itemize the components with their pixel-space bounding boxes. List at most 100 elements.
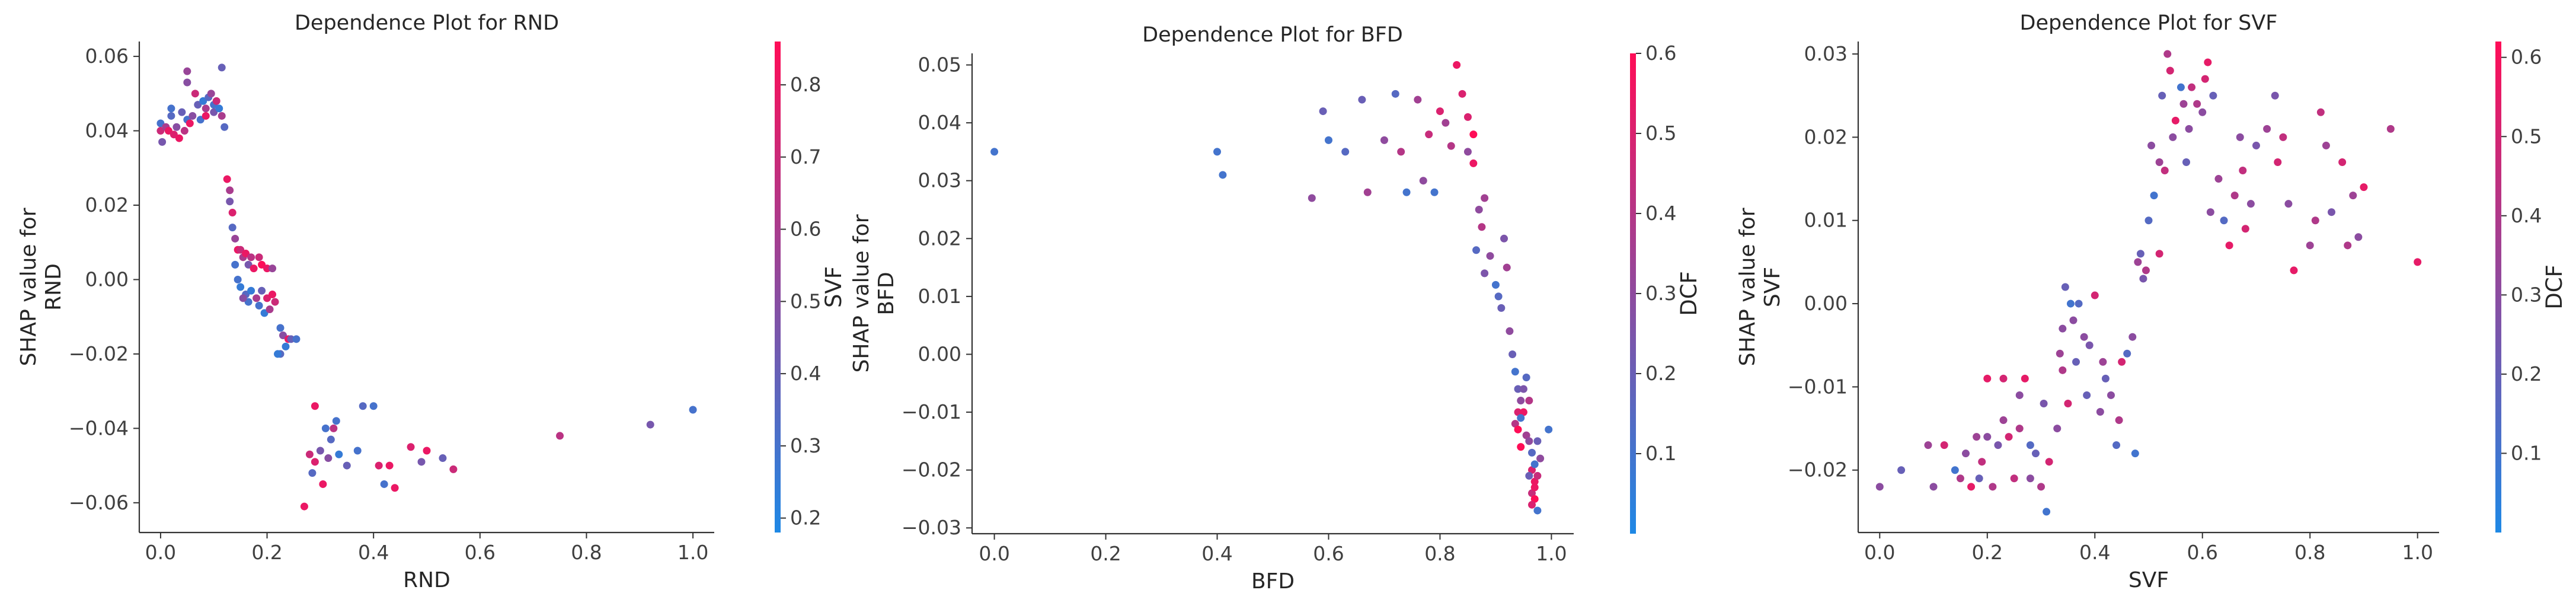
data-point	[2354, 233, 2363, 241]
data-point	[319, 480, 327, 488]
data-point	[1528, 448, 1536, 457]
data-point	[158, 138, 167, 146]
colorbar-tick-label: 0.2	[1645, 362, 1676, 385]
data-point	[2171, 116, 2179, 125]
data-point	[1533, 471, 1542, 480]
data-point	[1522, 374, 1530, 382]
y-tick-label: −0.02	[69, 342, 129, 365]
data-point	[2306, 241, 2314, 250]
x-tick-label: 0.0	[1864, 541, 1895, 564]
data-point	[1380, 136, 1388, 144]
data-point	[1514, 385, 1522, 393]
data-point	[2316, 108, 2325, 116]
data-point	[417, 458, 426, 466]
data-point	[321, 424, 330, 432]
data-point	[1514, 408, 1522, 416]
data-point	[1397, 148, 1405, 156]
x-tick-label: 0.8	[1424, 542, 1455, 565]
colorbar-tick-label: 0.3	[1645, 282, 1676, 305]
x-tick-label: 1.0	[1536, 542, 1567, 565]
data-point	[2349, 192, 2357, 200]
data-point	[2136, 250, 2144, 258]
y-tick-label: 0.02	[1804, 125, 1848, 148]
data-point	[2214, 175, 2223, 183]
data-point	[239, 294, 247, 302]
data-point	[330, 424, 338, 432]
data-point	[2131, 449, 2139, 458]
colorbar-tick-label: 0.6	[2511, 46, 2542, 69]
data-point	[276, 324, 285, 332]
data-point	[391, 484, 399, 492]
data-point	[1358, 95, 1366, 104]
data-point	[1973, 433, 1981, 441]
data-point	[2169, 133, 2177, 141]
y-tick-label: −0.02	[1788, 458, 1848, 482]
data-point	[2252, 141, 2260, 149]
data-point	[1447, 142, 1455, 150]
colorbar	[2495, 42, 2501, 533]
data-point	[228, 224, 236, 232]
data-point	[220, 123, 229, 131]
data-point	[1478, 223, 1486, 231]
data-point	[1533, 506, 1542, 515]
data-point	[375, 461, 383, 470]
data-point	[1308, 194, 1316, 202]
plot-rnd: Dependence Plot for RND 0.0 0.2 0.4 0.6 0.8 1.…	[0, 0, 846, 593]
data-point	[269, 264, 277, 273]
data-point	[2010, 474, 2018, 483]
data-point	[2101, 374, 2110, 382]
data-point	[2015, 391, 2024, 399]
data-point	[2198, 108, 2207, 116]
x-axis-label: SVF	[2128, 568, 2169, 592]
data-point	[1519, 408, 1527, 416]
data-point	[1503, 263, 1511, 272]
data-point	[1545, 425, 1553, 433]
data-point	[1213, 148, 1222, 156]
data-point	[407, 443, 415, 451]
plot-bfd-svg: Dependence Plot for BFD 0.0 0.2 0.4 0.6 0.8 1.…	[849, 23, 1702, 593]
colorbar-tick-label: 0.5	[2511, 125, 2542, 148]
data-point	[689, 406, 697, 414]
x-tick-label: 0.8	[2294, 541, 2325, 564]
colorbar-tick-label: 0.4	[790, 362, 821, 385]
data-point	[2220, 216, 2228, 225]
data-point	[311, 402, 319, 410]
colorbar-tick-label: 0.3	[790, 434, 821, 457]
data-point	[1897, 466, 1906, 474]
plot-svf-svg: Dependence Plot for SVF 0.0 0.2 0.4 0.6 0.8 1.…	[1736, 11, 2567, 592]
data-point	[2241, 225, 2249, 233]
data-point	[1975, 474, 1983, 483]
data-point	[369, 402, 378, 410]
data-point	[180, 127, 188, 135]
data-point	[2123, 349, 2131, 358]
data-point	[1530, 460, 1539, 468]
data-point	[423, 447, 431, 455]
data-point	[1511, 368, 1519, 376]
plot-bfd: Dependence Plot for BFD 0.0 0.2 0.4 0.6 0.8 1.…	[849, 0, 1702, 593]
y-tick-label: 0.03	[1804, 42, 1848, 65]
data-point	[353, 447, 362, 455]
data-point	[335, 450, 343, 458]
data-point	[2209, 91, 2217, 100]
data-point	[1536, 454, 1545, 463]
data-point	[215, 104, 223, 113]
colorbar-tick-label: 0.5	[790, 289, 821, 313]
data-point	[1517, 414, 1525, 422]
data-point	[2045, 458, 2053, 466]
data-point	[202, 111, 210, 120]
data-point	[380, 480, 388, 488]
data-point	[258, 286, 266, 295]
data-point	[2147, 141, 2156, 149]
data-point	[2015, 425, 2024, 433]
data-point	[2085, 341, 2094, 349]
data-point	[1486, 252, 1494, 260]
y-axis-label-line: RND	[41, 263, 66, 311]
colorbar	[1630, 53, 1636, 534]
data-point	[1458, 90, 1466, 98]
data-point	[2080, 333, 2088, 341]
data-point	[1517, 397, 1525, 405]
data-point	[1463, 148, 1472, 156]
data-point	[1517, 443, 1525, 451]
colorbar-label: DCF	[1676, 271, 1702, 316]
data-point	[1430, 188, 1439, 196]
